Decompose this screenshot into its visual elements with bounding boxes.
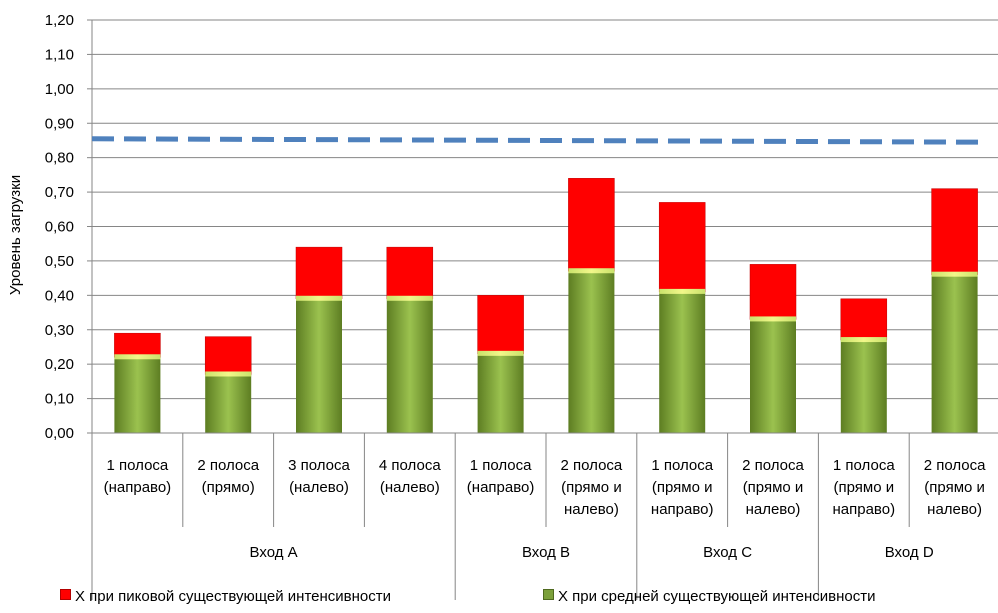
x-group-label: Вход А: [250, 544, 298, 561]
x-tick-label: 2 полоса: [924, 457, 986, 474]
y-tick-label: 1,00: [45, 81, 74, 98]
x-tick-label: 1 полоса: [833, 457, 895, 474]
x-tick-label: 1 полоса: [107, 457, 169, 474]
bar-average-cap: [386, 295, 433, 301]
x-tick-label: (прямо): [202, 479, 255, 496]
bar-average: [931, 274, 978, 433]
bar-peak: [386, 246, 434, 300]
x-tick-label: (прямо и: [561, 479, 622, 496]
y-tick-label: 0,50: [45, 253, 74, 270]
bar-average-cap: [205, 371, 252, 377]
reference-line: [91, 136, 986, 145]
x-tick-label: 2 полоса: [561, 457, 623, 474]
legend-swatch-average: [543, 589, 554, 600]
y-tick-label: 0,90: [45, 115, 74, 132]
x-axis-groups: Вход А Вход B Вход C Вход D: [250, 544, 934, 561]
x-tick-label: налево): [746, 501, 801, 518]
bar-average-cap: [840, 337, 887, 343]
x-tick-label: (налево): [289, 479, 349, 496]
bar-peak: [204, 336, 252, 375]
bar-average: [568, 271, 615, 433]
bar-average-cap: [750, 316, 796, 322]
x-tick-label: (прямо и: [743, 479, 804, 496]
y-tick-label: 0,00: [45, 425, 74, 442]
bar-average: [114, 357, 161, 433]
legend-item-peak: X при пиковой существующей интенсивности: [60, 588, 391, 605]
bar-average: [477, 353, 524, 433]
legend-label-peak: X при пиковой существующей интенсивности: [75, 588, 391, 605]
y-tick-label: 0,60: [45, 219, 74, 236]
x-group-label: Вход B: [522, 544, 570, 561]
x-tick-label: (прямо и: [833, 479, 894, 496]
bar-average: [205, 374, 252, 433]
legend-swatch-peak: [60, 589, 71, 600]
bar-average-cap: [477, 350, 524, 356]
bar-average-cap: [296, 295, 342, 301]
bar-average-cap: [659, 288, 706, 294]
bar-peak: [568, 178, 615, 272]
bar-peak: [658, 202, 706, 293]
x-tick-label: (направо): [467, 479, 535, 496]
bar-average-cap: [114, 354, 161, 360]
x-tick-label: (направо): [104, 479, 172, 496]
legend-label-average: X при средней существующей интенсивности: [558, 588, 876, 605]
bars: [114, 178, 978, 433]
bar-peak: [749, 264, 797, 320]
y-tick-label: 1,20: [45, 12, 74, 29]
x-axis-categories: 1 полоса (направо) 2 полоса (прямо) 3 полоса…: [91, 432, 998, 600]
legend-item-average: X при средней существующей интенсивности: [543, 588, 876, 605]
bar-average: [840, 340, 887, 433]
x-tick-label: 2 полоса: [197, 457, 259, 474]
x-tick-label: (прямо и: [652, 479, 713, 496]
x-tick-label: налево): [564, 501, 619, 518]
y-axis: 0,00 0,10 0,20 0,30 0,40 0,50 0,60 0,70 0,80 0,90…: [45, 12, 92, 442]
bar-average: [386, 298, 433, 433]
y-tick-label: 0,10: [45, 391, 74, 408]
y-tick-label: 0,20: [45, 356, 74, 373]
bar-average: [659, 291, 706, 433]
bar-peak: [840, 298, 888, 341]
bar-average: [750, 319, 796, 433]
bar-peak: [477, 295, 524, 355]
x-tick-label: (прямо и: [924, 479, 985, 496]
x-tick-label: направо): [833, 501, 896, 518]
x-tick-label: налево): [927, 501, 982, 518]
x-tick-label: направо): [651, 501, 714, 518]
bar-peak: [295, 246, 343, 300]
x-tick-label: 4 полоса: [379, 457, 441, 474]
x-tick-label: 3 полоса: [288, 457, 350, 474]
x-group-label: Вход C: [703, 544, 752, 561]
y-axis-label: Уровень загрузки: [7, 175, 24, 295]
x-tick-label: 2 полоса: [742, 457, 804, 474]
y-tick-label: 0,70: [45, 184, 74, 201]
bar-average-cap: [568, 268, 615, 274]
x-tick-label: 1 полоса: [470, 457, 532, 474]
x-tick-label: 1 полоса: [651, 457, 713, 474]
x-group-label: Вход D: [885, 544, 934, 561]
y-tick-label: 0,30: [45, 322, 74, 339]
bar-peak: [114, 332, 161, 358]
y-tick-label: 1,10: [45, 46, 74, 63]
x-tick-label: (налево): [380, 479, 440, 496]
bar-average: [296, 298, 342, 433]
y-tick-label: 0,40: [45, 287, 74, 304]
reference-line-group: [91, 136, 986, 145]
y-tick-label: 0,80: [45, 150, 74, 167]
bar-average-cap: [931, 271, 978, 277]
bar-peak: [931, 188, 978, 275]
